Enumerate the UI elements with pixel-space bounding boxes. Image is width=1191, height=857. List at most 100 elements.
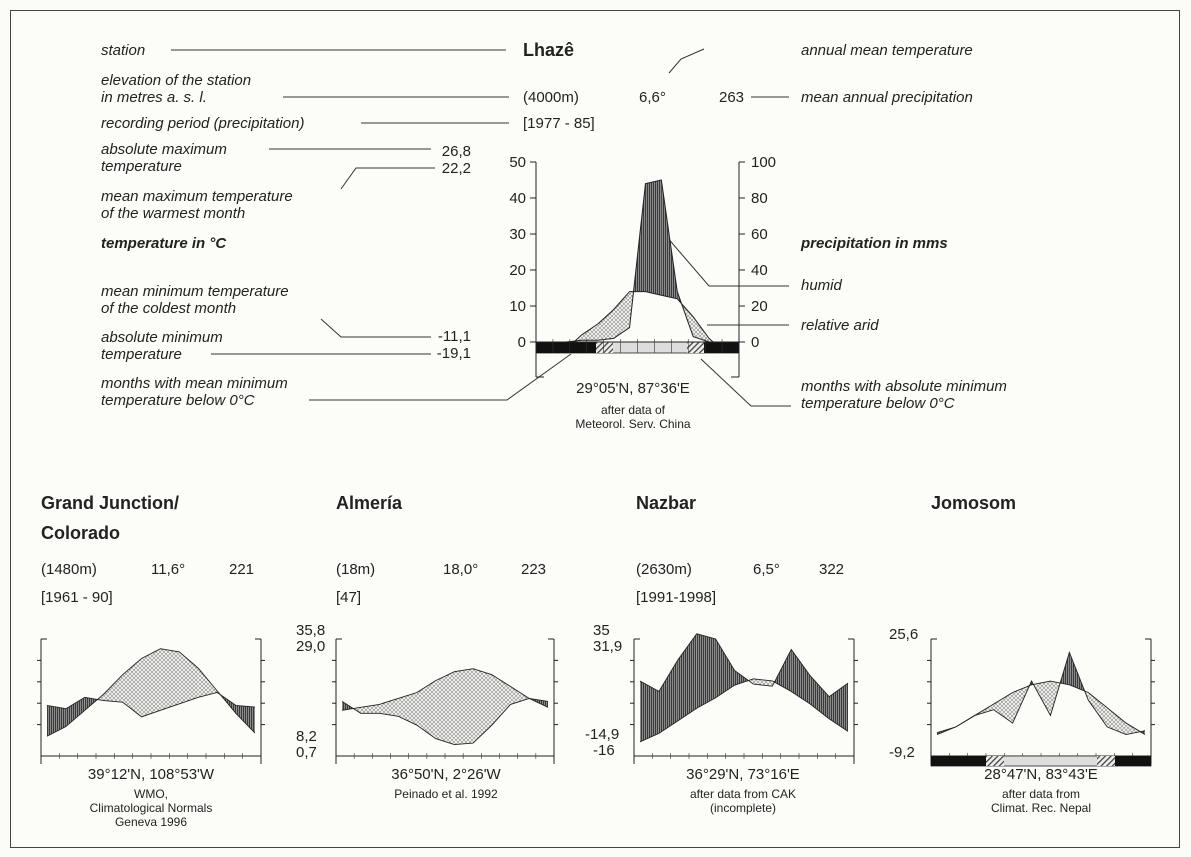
main-coords: 29°05'N, 87°36'E <box>576 380 690 397</box>
small-chart-header-4: Jomosom <box>931 493 1016 513</box>
frost-months-abs-min-right <box>687 342 704 353</box>
small-source-3b: (incomplete) <box>710 801 776 815</box>
legend-abs-max-2: temperature <box>101 158 182 175</box>
precip-tick-label: 80 <box>751 190 768 207</box>
small-title-3a: Nazbar <box>636 493 696 513</box>
humid-area <box>791 649 811 705</box>
arid-area <box>1126 723 1141 735</box>
precipitation-axis-label: precipitation in mms <box>800 235 948 252</box>
small-temp-1: 11,6° <box>151 561 185 578</box>
humid-area <box>810 675 830 719</box>
arid-area <box>454 668 474 745</box>
small-title-1a: Grand Junction/ <box>41 493 179 513</box>
precipitation-line <box>639 633 849 698</box>
small-precip-2: 223 <box>521 561 546 578</box>
mean-min-value: -11,1 <box>438 328 471 345</box>
humid-area <box>658 659 678 734</box>
small-source-2a: Peinado et al. 1992 <box>394 787 498 801</box>
legend-months-abs-1: months with absolute minimum <box>801 378 1007 395</box>
temp-tick-label: 50 <box>509 154 526 171</box>
small-temp-3: 6,5° <box>753 561 780 578</box>
arid-area <box>491 674 511 726</box>
arid-area <box>581 324 598 341</box>
legend-humid: humid <box>801 277 843 294</box>
temperature-line <box>341 668 549 711</box>
temp-tick-label: 20 <box>509 262 526 279</box>
small-source-1a: WMO, <box>134 787 168 801</box>
arid-area <box>198 668 218 698</box>
frost-months-abs-min-right <box>1097 756 1115 766</box>
small-source-1b: Climatological Normals <box>90 801 213 815</box>
small-precip-1: 221 <box>229 561 254 578</box>
main-source-2: Meteorol. Serv. China <box>575 417 690 431</box>
annual-precip: 263 <box>719 89 744 106</box>
small-low2-label-3: -16 <box>593 742 615 759</box>
small-second-label-2: 29,0 <box>296 638 325 655</box>
small-elev-3: (2630m) <box>636 561 692 578</box>
arid-area <box>160 648 180 711</box>
main-source-1: after data of <box>601 403 666 417</box>
humid-area <box>65 697 85 727</box>
small-chart-jomosom <box>927 638 1155 767</box>
humid-area <box>236 705 255 734</box>
humid-area <box>677 633 697 721</box>
small-chart-header-2: Almería (18m) 18,0° 223 [47] <box>336 493 546 606</box>
legend-abs-min-2: temperature <box>101 346 182 363</box>
small-chart-nazbar <box>630 633 858 764</box>
legend-station: station <box>101 42 145 59</box>
temp-tick-label: 10 <box>509 298 526 315</box>
temp-tick-label: 40 <box>509 190 526 207</box>
small-coords-2: 36°50'N, 2°26'W <box>391 766 501 783</box>
small-title-4a: Jomosom <box>931 493 1016 513</box>
legend-mean-min-2: of the coldest month <box>101 300 236 317</box>
precip-tick-label: 0 <box>751 334 759 351</box>
arid-area <box>103 674 123 703</box>
arid-area <box>1088 692 1108 727</box>
small-temp-2: 18,0° <box>443 561 478 578</box>
small-coords-1: 39°12'N, 108°53'W <box>88 766 215 783</box>
small-elev-2: (18m) <box>336 561 375 578</box>
station-name: Lhazê <box>523 40 574 60</box>
temperature-line <box>549 291 726 354</box>
arid-area <box>398 692 417 726</box>
small-source-4b: Climat. Rec. Nepal <box>991 801 1091 815</box>
small-low1-label-2: 8,2 <box>296 728 317 745</box>
small-low1-label-3: -14,9 <box>585 726 619 743</box>
small-period-3: [1991-1998] <box>636 589 716 606</box>
legend-elevation-1: elevation of the station <box>101 72 251 89</box>
arid-area <box>379 698 399 717</box>
small-chart-almeria <box>332 638 558 764</box>
small-source-1c: Geneva 1996 <box>115 815 187 829</box>
legend-months-abs-2: temperature below 0°C <box>801 395 955 412</box>
precipitation-line <box>46 692 256 718</box>
mean-max-value: 22,2 <box>442 160 471 177</box>
precipitation-line <box>550 179 725 343</box>
small-chart-header-3: Nazbar (2630m) 6,5° 322 [1991-1998] <box>636 493 844 606</box>
arid-area <box>597 309 614 341</box>
small-source-4a: after data from <box>1002 787 1080 801</box>
small-title-2a: Almería <box>336 493 403 513</box>
humid-area <box>715 639 735 698</box>
climate-diagram-figure: station Lhazê elevation of the station i… <box>37 40 1155 829</box>
precip-tick-label: 40 <box>751 262 768 279</box>
legend-mean-min-1: mean minimum temperature <box>101 283 289 300</box>
temperature-axis-label: temperature in °C <box>101 235 227 252</box>
small-title-1b: Colorado <box>41 523 120 543</box>
humid-area <box>696 633 716 709</box>
abs-max-value: 26,8 <box>442 143 471 160</box>
frost-months-abs-min-left <box>986 756 1004 766</box>
small-top-label-2: 35,8 <box>296 622 325 639</box>
legend-period: recording period (precipitation) <box>101 115 304 132</box>
arid-area <box>693 316 710 342</box>
humid-area <box>829 683 848 732</box>
small-period-1: [1961 - 90] <box>41 589 113 606</box>
small-precip-3: 322 <box>819 561 844 578</box>
figure-frame: station Lhazê elevation of the station i… <box>10 10 1180 848</box>
precip-tick-label: 60 <box>751 226 768 243</box>
arid-area <box>473 668 492 744</box>
small-coords-4: 28°47'N, 83°43'E <box>984 766 1098 783</box>
arid-area <box>416 680 436 739</box>
abs-min-value: -19,1 <box>437 345 471 362</box>
precipitation-line <box>936 651 1146 736</box>
